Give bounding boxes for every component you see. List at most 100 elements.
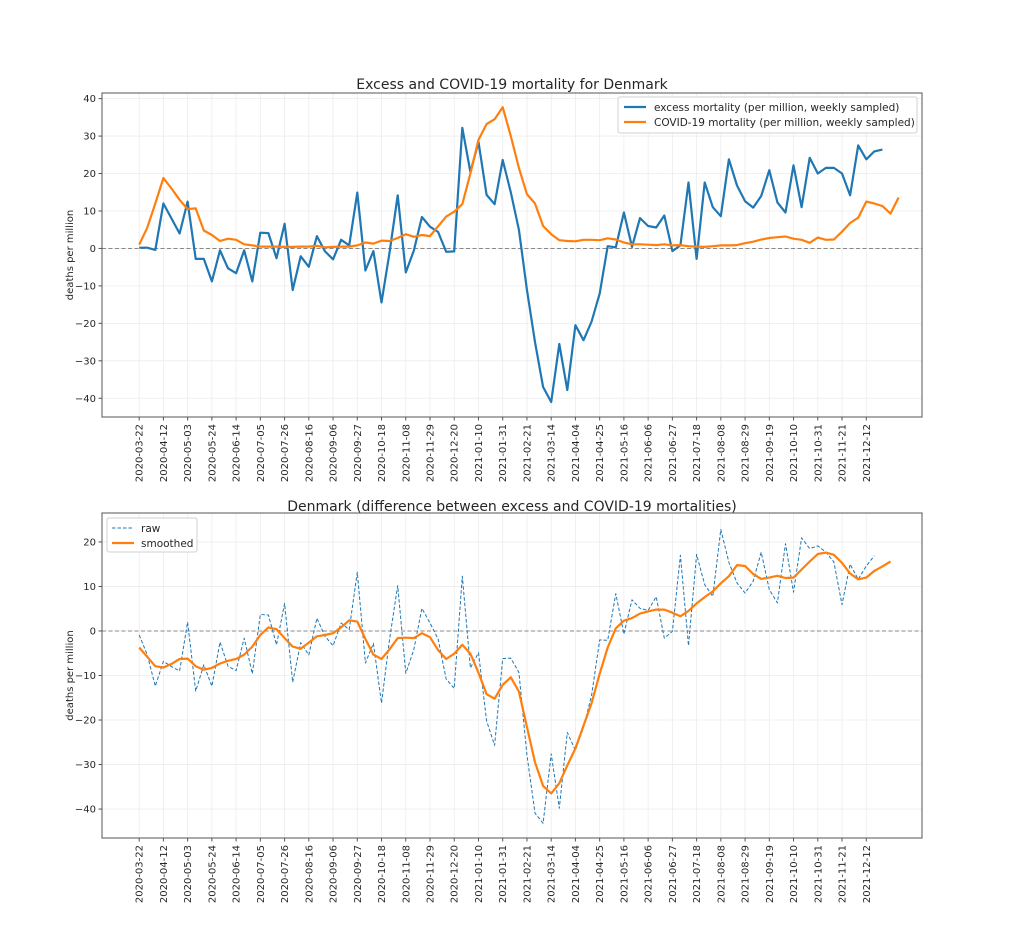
x-tick-label: 2020-09-06: [329, 424, 340, 482]
series-lines: [138, 529, 892, 824]
legend: excess mortality (per million, weekly sa…: [617, 96, 918, 134]
series-line-excess: [139, 126, 883, 404]
y-tick-label: 10: [83, 582, 96, 593]
x-tick-label: 2021-12-12: [862, 424, 873, 482]
x-tick-label: 2021-10-10: [789, 424, 800, 482]
x-tick-label: 2020-11-29: [426, 845, 437, 903]
x-tick-label: 2021-05-16: [619, 424, 630, 482]
x-tick-label: 2021-08-29: [741, 845, 752, 903]
legend-label: COVID-19 mortality (per million, weekly …: [654, 117, 915, 129]
x-tick-label: 2021-09-19: [765, 424, 776, 482]
y-tick-label: 30: [83, 132, 96, 143]
x-tick-label: 2021-08-08: [716, 845, 727, 903]
x-tick-label: 2021-05-16: [619, 845, 630, 903]
y-tick-label: 20: [83, 537, 96, 548]
x-tick-label: 2020-06-14: [232, 845, 243, 903]
x-tick-label: 2021-11-21: [838, 424, 849, 482]
y-tick-label: −40: [75, 805, 96, 816]
x-tick-label: 2021-10-10: [789, 845, 800, 903]
x-tick-label: 2021-07-18: [692, 845, 703, 903]
y-tick-label: −20: [75, 319, 96, 330]
x-tick-label: 2020-11-08: [401, 845, 412, 903]
x-tick-label: 2021-12-12: [862, 845, 873, 903]
x-tick-label: 2021-01-10: [474, 424, 485, 482]
x-tick-label: 2021-02-21: [522, 845, 533, 903]
chart-title: Denmark (difference between excess and C…: [287, 499, 736, 515]
x-tick-label: 2020-07-05: [256, 845, 267, 903]
x-tick-label: 2021-04-25: [595, 845, 606, 903]
x-tick-label: 2021-03-14: [547, 845, 558, 903]
x-tick-label: 2020-03-22: [135, 424, 146, 482]
legend-label: smoothed: [141, 538, 193, 550]
x-tick-label: 2020-05-03: [183, 424, 194, 482]
y-tick-label: 0: [90, 626, 96, 637]
x-tick-label: 2021-08-08: [716, 424, 727, 482]
x-tick-label: 2021-04-04: [571, 845, 582, 903]
y-tick-label: −20: [75, 716, 96, 727]
x-tick-label: 2020-09-06: [329, 845, 340, 903]
x-tick-label: 2021-06-06: [644, 424, 655, 482]
x-tick-label: 2020-12-20: [450, 845, 461, 903]
excess-covid-mortality-chart: Excess and COVID-19 mortality for Denmar…: [65, 77, 923, 482]
x-tick-label: 2021-01-31: [498, 845, 509, 903]
x-tick-label: 2020-07-26: [280, 424, 291, 482]
x-tick-label: 2020-07-26: [280, 845, 291, 903]
x-tick-label: 2020-11-08: [401, 424, 412, 482]
series-lines: [138, 106, 900, 404]
series-line-smoothed: [138, 551, 892, 795]
x-tick-label: 2021-09-19: [765, 845, 776, 903]
x-tick-label: 2020-08-16: [304, 845, 315, 903]
axes-frame: [101, 92, 923, 418]
legend-label: excess mortality (per million, weekly sa…: [654, 102, 899, 114]
x-tick-label: 2021-01-10: [474, 845, 485, 903]
series-line-raw: [138, 529, 875, 824]
x-tick-label: 2021-07-18: [692, 424, 703, 482]
x-tick-label: 2021-06-27: [668, 845, 679, 903]
chart-title: Excess and COVID-19 mortality for Denmar…: [356, 77, 668, 93]
grid-lines: [102, 513, 922, 838]
x-tick-label: 2021-10-31: [813, 845, 824, 903]
y-tick-label: −30: [75, 356, 96, 367]
x-tick-label: 2020-03-22: [135, 845, 146, 903]
grid-lines: [102, 93, 922, 417]
x-tick-label: 2021-03-14: [547, 424, 558, 482]
x-tick-label: 2020-11-29: [426, 424, 437, 482]
y-tick-label: 20: [83, 169, 96, 180]
y-tick-label: −30: [75, 760, 96, 771]
series-line-covid-19: [138, 106, 900, 249]
y-axis-ticks: −40 −30 −20 −10 0 10 20: [75, 537, 102, 816]
x-tick-label: 2020-04-12: [159, 845, 170, 903]
x-tick-label: 2021-11-21: [838, 845, 849, 903]
x-tick-label: 2021-02-21: [522, 424, 533, 482]
x-tick-label: 2020-05-03: [183, 845, 194, 903]
y-tick-label: −40: [75, 394, 96, 405]
x-axis-ticks: 2020-03-22 2020-04-12 2020-05-03 2020-05-24…: [135, 417, 873, 482]
x-tick-label: 2020-10-18: [377, 845, 388, 903]
y-tick-label: 40: [83, 94, 96, 105]
legend-box: [617, 96, 918, 134]
x-tick-label: 2020-06-14: [232, 424, 243, 482]
y-tick-label: −10: [75, 281, 96, 292]
y-tick-label: 0: [90, 244, 96, 255]
y-axis-label: deaths per million: [65, 630, 76, 720]
x-tick-label: 2020-04-12: [159, 424, 170, 482]
x-tick-label: 2020-09-27: [353, 845, 364, 903]
y-tick-label: −10: [75, 671, 96, 682]
legend: raw smoothed: [106, 517, 198, 553]
x-tick-label: 2020-10-18: [377, 424, 388, 482]
x-tick-label: 2021-04-04: [571, 424, 582, 482]
x-tick-label: 2020-09-27: [353, 424, 364, 482]
y-axis-label: deaths per million: [65, 210, 76, 300]
x-tick-label: 2020-05-24: [207, 424, 218, 482]
x-tick-label: 2021-08-29: [741, 424, 752, 482]
x-tick-label: 2020-12-20: [450, 424, 461, 482]
x-tick-label: 2020-08-16: [304, 424, 315, 482]
x-tick-label: 2021-06-06: [644, 845, 655, 903]
x-tick-label: 2021-04-25: [595, 424, 606, 482]
legend-label: raw: [141, 523, 161, 535]
x-axis-ticks: 2020-03-22 2020-04-12 2020-05-03 2020-05-24…: [135, 838, 873, 903]
x-tick-label: 2021-06-27: [668, 424, 679, 482]
x-tick-label: 2020-05-24: [207, 845, 218, 903]
x-tick-label: 2021-01-31: [498, 424, 509, 482]
